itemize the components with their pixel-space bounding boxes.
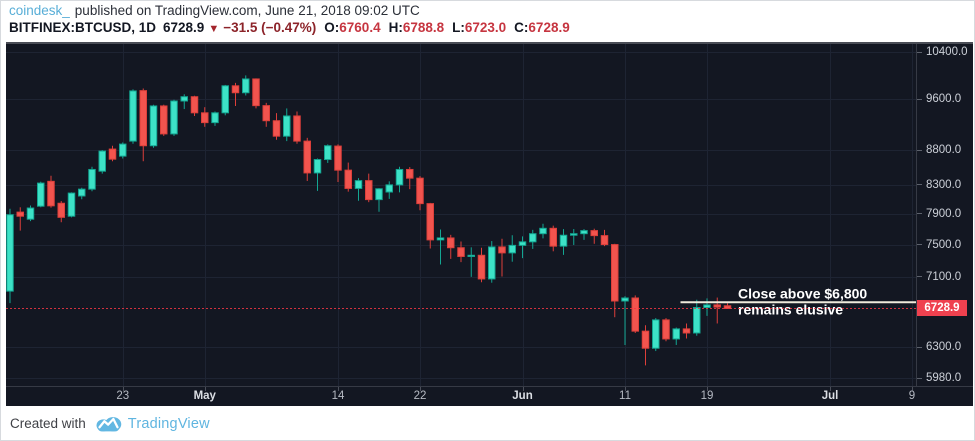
high-value: 6788.8 — [402, 20, 445, 35]
price-tick-mark — [917, 184, 922, 186]
price-tick-mark — [917, 149, 922, 151]
time-tick-mark — [204, 387, 206, 391]
high-label: H: — [388, 20, 403, 35]
time-axis-label: 14 — [331, 390, 345, 402]
created-with-text: Created with — [10, 416, 86, 431]
symbol-name: BITFINEX:BTCUSD, 1D — [9, 20, 157, 35]
time-axis-label: 23 — [116, 390, 130, 402]
time-axis-label: 11 — [619, 390, 631, 402]
time-axis-label: 22 — [413, 390, 427, 402]
price-axis-label: 7900.0 — [917, 207, 973, 221]
time-tick-mark — [625, 387, 626, 391]
attribution-line: coindesk_ published on TradingView.com, J… — [9, 3, 420, 20]
price-change: −31.5 (−0.47%) — [223, 20, 317, 35]
price-tick-mark — [917, 276, 922, 278]
time-tick-mark — [830, 387, 831, 391]
annotation-line2: remains elusive — [738, 301, 843, 317]
price-axis-label: 10400.0 — [917, 45, 973, 59]
time-axis-label: May — [193, 390, 216, 402]
price-axis-label: 5980.0 — [917, 371, 973, 385]
time-tick-mark — [122, 387, 124, 391]
time-tick-mark — [338, 387, 339, 391]
price-axis: 10400.0 9600.0 8800.0 8300.0 7900.0 7500.0 710… — [916, 44, 973, 386]
low-label: L: — [452, 20, 465, 35]
chart-panel: Close above $6,800 remains elusive 10400.… — [6, 42, 973, 406]
last-price-value: 6728.9 — [163, 20, 205, 35]
annotation-line1: Close above $6,800 — [738, 285, 867, 301]
symbol-ohlc-line: BITFINEX:BTCUSD, 1D 6728.9 ▼ −31.5 (−0.47%)… — [9, 20, 570, 38]
time-axis-label: 19 — [700, 390, 714, 402]
price-axis-label: 8800.0 — [917, 143, 973, 157]
time-tick-mark — [522, 387, 524, 391]
time-axis-label: 9 — [908, 390, 916, 402]
tradingview-link[interactable]: TradingView — [95, 414, 210, 433]
down-arrow-icon: ▼ — [208, 23, 220, 35]
price-axis-label: 9600.0 — [917, 92, 973, 106]
price-axis-label: 7100.0 — [917, 270, 973, 284]
price-axis-label: 7500.0 — [917, 238, 973, 252]
candles — [6, 75, 732, 366]
tradingview-brand-text: TradingView — [127, 415, 210, 432]
time-axis-label: Jul — [821, 390, 839, 402]
price-axis-label: 8300.0 — [917, 178, 973, 192]
low-value: 6723.0 — [464, 20, 507, 35]
price-tick-mark — [917, 346, 922, 348]
tradingview-cloud-icon — [96, 417, 122, 432]
footer: Created with TradingView — [1, 406, 974, 440]
time-tick-mark — [912, 387, 913, 391]
price-tick-mark — [917, 98, 922, 100]
attribution-text: published on TradingView.com, June 21, 2… — [74, 3, 420, 18]
time-tick-mark — [707, 387, 708, 391]
close-value: 6728.9 — [528, 20, 570, 35]
price-tick-mark — [917, 244, 922, 246]
time-axis-label: Jun — [512, 390, 533, 402]
coindesk-link[interactable]: coindesk_ — [9, 3, 70, 18]
time-axis: 23 May 14 22 Jun 11 19 Jul 9 — [6, 386, 973, 407]
price-axis-label: 6300.0 — [917, 340, 973, 354]
last-price-badge: 6728.9 — [917, 300, 967, 317]
price-tick-mark — [917, 377, 922, 379]
open-label: O: — [324, 20, 340, 35]
time-tick-mark — [420, 387, 421, 391]
close-label: C: — [514, 20, 529, 35]
price-tick-mark — [917, 51, 922, 53]
price-tick-mark — [917, 213, 922, 215]
open-value: 6760.4 — [339, 20, 381, 35]
